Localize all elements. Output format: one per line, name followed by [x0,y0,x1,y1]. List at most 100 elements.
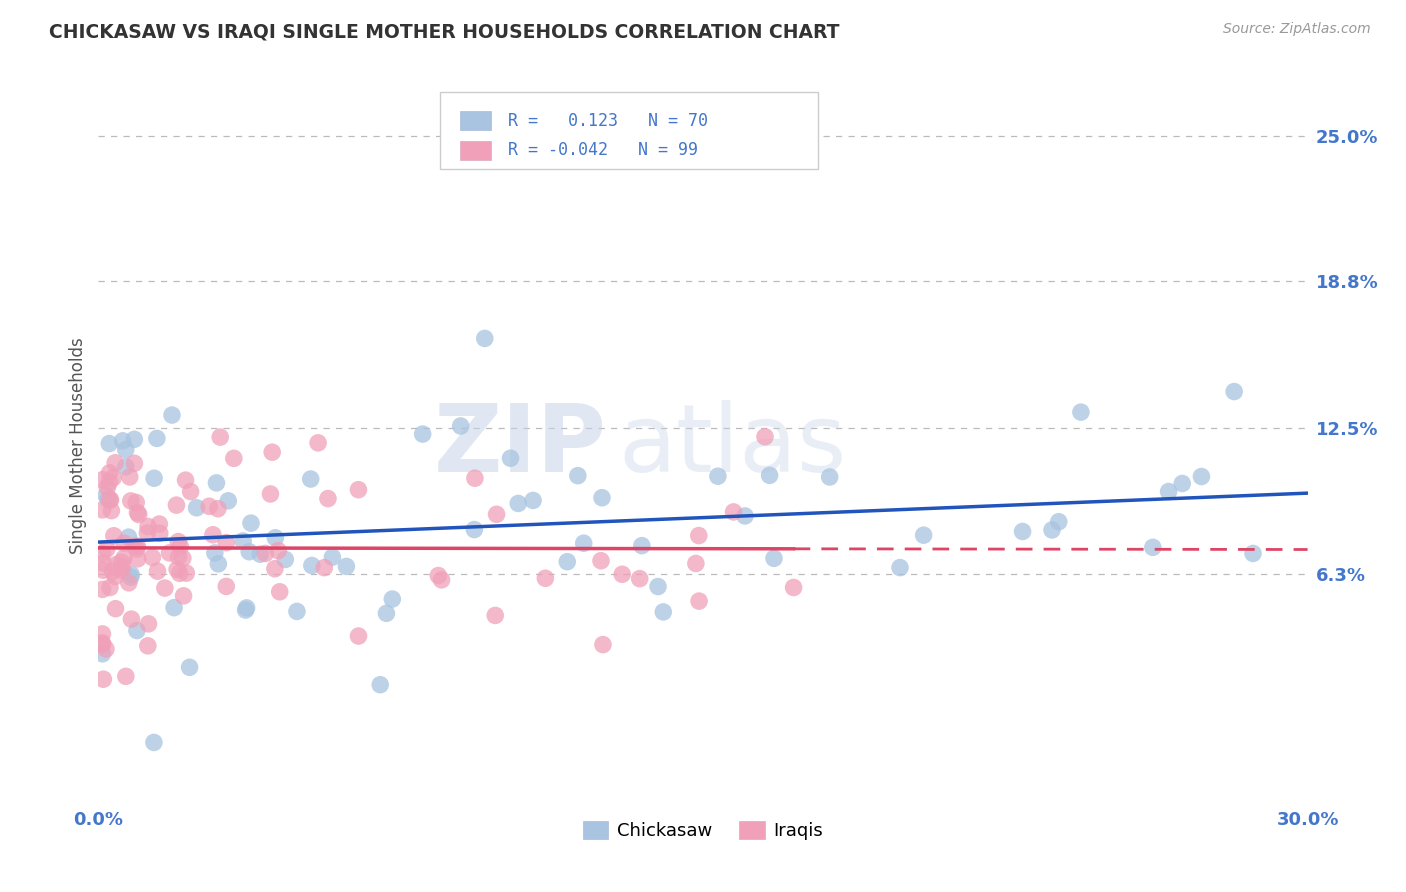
Point [259,487,281,501]
Point [136,639,159,653]
Text: R = -0.042   N = 99: R = -0.042 N = 99 [508,141,697,159]
Point [104,558,127,572]
Point [314,560,336,574]
Point [782,581,804,595]
Point [1011,524,1033,539]
Point [127,551,149,566]
Point [146,431,169,445]
Point [91,627,114,641]
Point [198,500,221,514]
Point [159,546,181,560]
Point [534,571,557,585]
Point [474,331,496,345]
Point [205,475,228,490]
Point [98,581,121,595]
Text: Source: ZipAtlas.com: Source: ZipAtlas.com [1223,22,1371,37]
Point [143,471,166,485]
Point [91,582,114,597]
Point [173,589,195,603]
Point [204,546,226,560]
Point [110,563,132,577]
Point [103,470,125,484]
Point [104,569,127,583]
Point [215,535,238,549]
Point [464,471,486,485]
Point [207,501,229,516]
Point [707,469,730,483]
Point [209,430,232,444]
Point [120,494,142,508]
Point [104,456,127,470]
Point [463,523,485,537]
Point [167,549,190,564]
Point [612,567,634,582]
Point [124,433,146,447]
Point [889,560,911,574]
Point [180,484,202,499]
Point [165,498,187,512]
Point [232,533,254,548]
Point [321,550,343,565]
Point [450,419,472,434]
Point [316,491,339,506]
Point [169,566,191,581]
Point [762,551,785,566]
Point [299,472,322,486]
Point [112,551,135,566]
Point [103,529,125,543]
Point [124,456,146,470]
Legend: Chickasaw, Iraqis: Chickasaw, Iraqis [575,814,831,847]
Point [1223,384,1246,399]
Point [91,563,114,577]
Point [124,539,146,553]
Point [1241,546,1264,560]
Point [263,562,285,576]
Point [1191,469,1213,483]
Point [912,528,935,542]
Point [688,528,710,542]
Point [485,508,508,522]
Point [114,442,136,457]
Point [567,468,589,483]
Point [128,508,150,522]
Point [125,495,148,509]
Point [307,435,329,450]
Point [136,519,159,533]
Point [148,516,170,531]
Point [110,555,132,569]
Point [1047,515,1070,529]
Point [375,607,398,621]
Point [734,508,756,523]
Point [412,427,434,442]
Point [1157,484,1180,499]
Point [112,536,135,550]
Point [628,572,651,586]
Point [176,566,198,580]
Point [186,500,208,515]
Point [238,545,260,559]
Point [572,536,595,550]
Point [499,451,522,466]
Point [91,636,114,650]
Point [172,551,194,566]
Point [91,547,114,561]
Text: CHICKASAW VS IRAQI SINGLE MOTHER HOUSEHOLDS CORRELATION CHART: CHICKASAW VS IRAQI SINGLE MOTHER HOUSEHO… [49,22,839,41]
Point [688,594,710,608]
Point [93,672,115,686]
Point [94,642,117,657]
Point [285,604,308,618]
Point [94,488,117,502]
Point [111,434,134,448]
Point [91,556,114,570]
Text: atlas: atlas [619,400,846,492]
Point [125,624,148,638]
Point [97,492,120,507]
Point [274,552,297,566]
Point [136,525,159,540]
Point [262,445,284,459]
Point [100,492,122,507]
Point [347,629,370,643]
Point [138,616,160,631]
Point [427,568,450,582]
Point [167,534,190,549]
